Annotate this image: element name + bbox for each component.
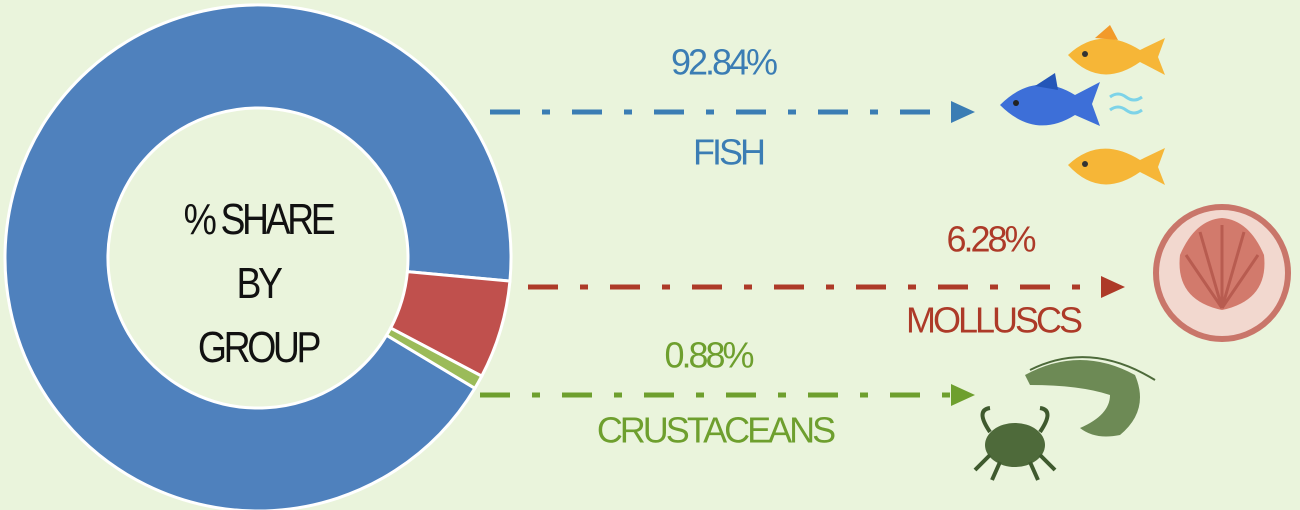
arrow-head (951, 101, 975, 123)
infographic: 92.84%FISH6.28%MOLLUSCS0.88%CRUSTACEANS … (0, 0, 1300, 510)
category-label: MOLLUSCS (906, 300, 1082, 341)
category-label: FISH (693, 132, 764, 173)
category-label: CRUSTACEANS (597, 410, 835, 451)
value-label: 0.88% (664, 335, 753, 376)
value-label: 92.84% (671, 42, 777, 83)
arrow-head (1101, 276, 1125, 298)
value-label: 6.28% (946, 219, 1035, 260)
shell-icon (1156, 207, 1288, 339)
fish-icons (1000, 25, 1165, 185)
center-title: % SHARE BY GROUP (182, 188, 335, 380)
arrow-head (951, 384, 975, 406)
crustacean-icons (975, 357, 1155, 480)
